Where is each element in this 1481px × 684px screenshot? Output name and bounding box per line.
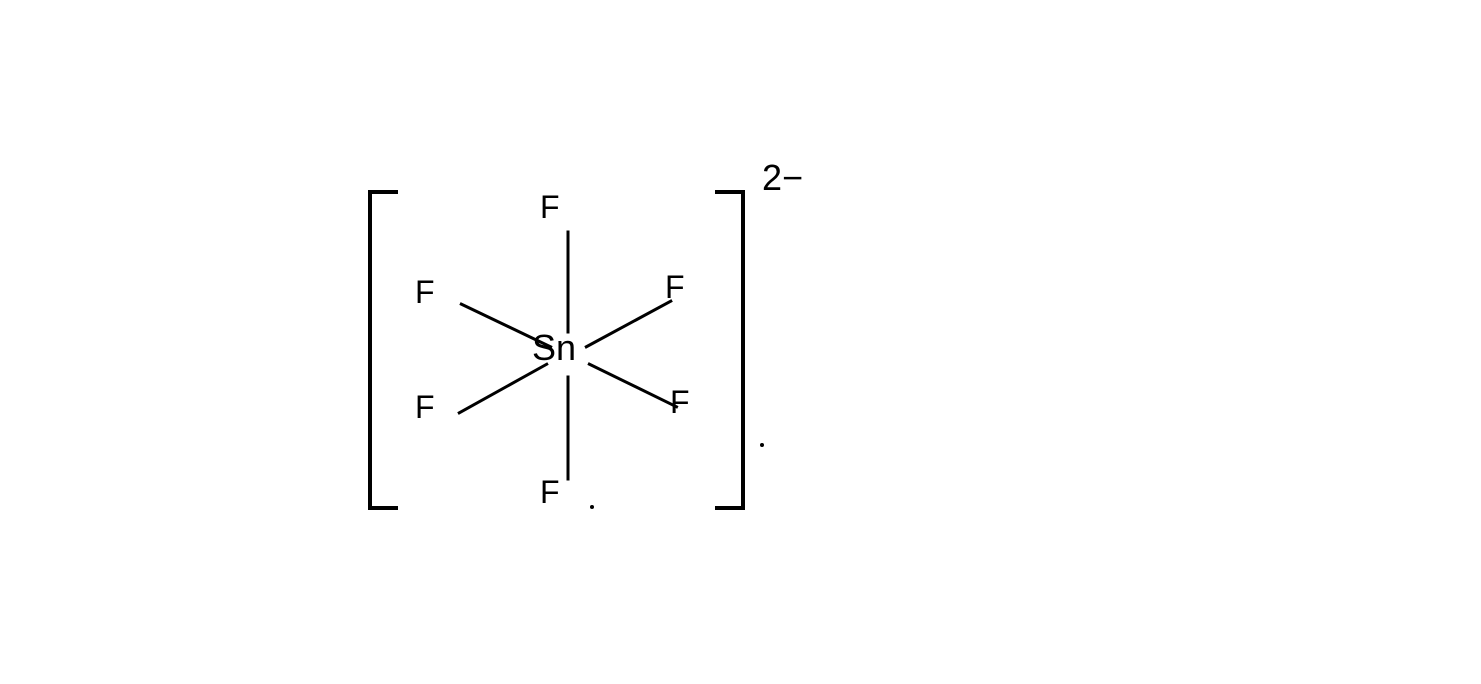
right-bracket: [715, 190, 745, 510]
stray-dot: [760, 443, 764, 447]
bond: [457, 362, 548, 415]
chemical-structure-diagram: 2− Sn FFFFFF: [170, 85, 770, 485]
ligand-atom: F: [540, 189, 560, 226]
bond: [584, 299, 672, 349]
bond: [587, 362, 678, 409]
ligand-atom: F: [415, 274, 435, 311]
stray-dot: [590, 505, 594, 509]
bond: [567, 230, 570, 333]
charge-label: 2−: [762, 157, 803, 199]
left-bracket: [368, 190, 398, 510]
ligand-atom: F: [540, 474, 560, 511]
ligand-atom: F: [670, 384, 690, 421]
center-atom: Sn: [532, 327, 576, 369]
ligand-atom: F: [665, 269, 685, 306]
ligand-atom: F: [415, 389, 435, 426]
bond: [567, 375, 570, 480]
